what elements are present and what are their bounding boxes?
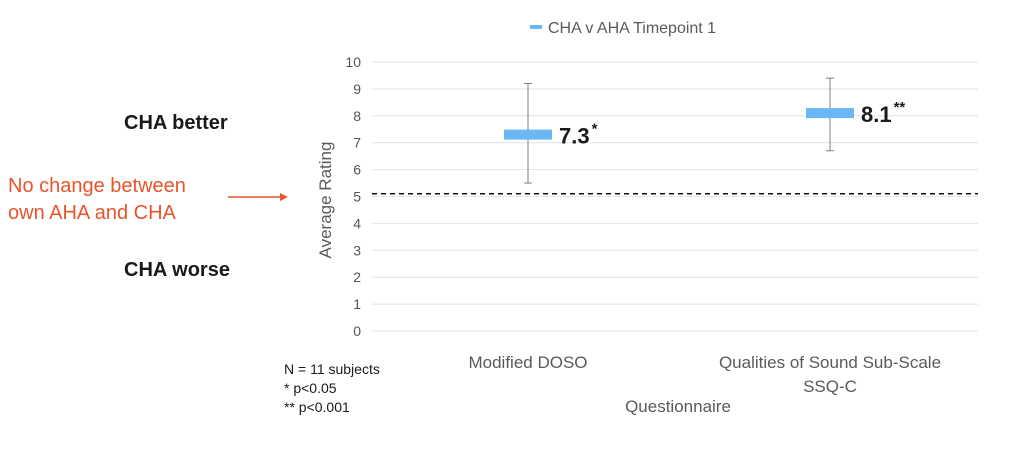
y-tick-label-1: 1 [353, 296, 361, 312]
y-tick-label-2: 2 [353, 269, 361, 285]
y-tick-label-4: 4 [353, 215, 361, 231]
significance-2: ** [894, 99, 906, 116]
footnote-n: N = 11 subjects [284, 361, 380, 377]
mean-marker-1 [504, 129, 552, 140]
y-tick-label-0: 0 [353, 323, 361, 339]
mean-marker-2 [806, 108, 854, 119]
legend: CHA v AHA Timepoint 1 [530, 20, 716, 37]
y-tick-label-7: 7 [353, 135, 361, 151]
y-tick-label-6: 6 [353, 162, 361, 178]
no-change-note-line2: own AHA and CHA [8, 202, 177, 224]
category-label-1: Modified DOSO [468, 353, 587, 372]
cha-worse-label: CHA worse [124, 259, 230, 281]
category-label-2-line1: Qualities of Sound Sub-Scale [719, 353, 941, 372]
x-axis-title: Questionnaire [625, 397, 731, 416]
category-label-2-line2: SSQ-C [803, 377, 857, 396]
no-change-note-line1: No change between [8, 175, 186, 197]
footnote-p005: * p<0.05 [284, 380, 337, 396]
y-tick-label-3: 3 [353, 242, 361, 258]
grid-layer [372, 61, 978, 332]
y-tick-label-8: 8 [353, 108, 361, 124]
data-label-1: 7.3 [559, 124, 590, 149]
y-tick-label-10: 10 [345, 54, 361, 70]
data-label-2: 8.1 [861, 102, 892, 127]
y-axis-title: Average Rating [316, 142, 335, 259]
legend-swatch [530, 25, 542, 29]
footnote-p0001: ** p<0.001 [284, 399, 350, 415]
y-tick-label-5: 5 [353, 189, 361, 205]
data-marks: 7.3 * 8.1 ** [504, 77, 906, 184]
no-change-arrow [228, 193, 288, 201]
cha-better-label: CHA better [124, 112, 228, 134]
significance-1: * [592, 121, 598, 138]
y-tick-labels: 0 1 2 3 4 5 6 7 8 9 10 [345, 54, 361, 339]
y-tick-label-9: 9 [353, 81, 361, 97]
legend-label: CHA v AHA Timepoint 1 [548, 20, 716, 37]
